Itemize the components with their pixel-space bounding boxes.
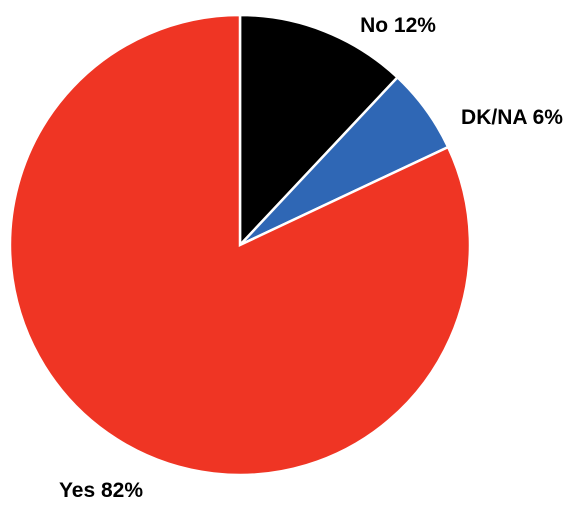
pie-slice-yes [8,13,472,477]
slice-label-yes: Yes 82% [59,479,143,502]
pie-labels: No 12% DK/NA 6% Yes 82% [59,14,563,502]
slice-label-dk-na: DK/NA 6% [461,106,563,129]
slice-label-no: No 12% [360,14,436,37]
pie-slice-no [238,13,400,249]
pie-slices [8,13,472,477]
